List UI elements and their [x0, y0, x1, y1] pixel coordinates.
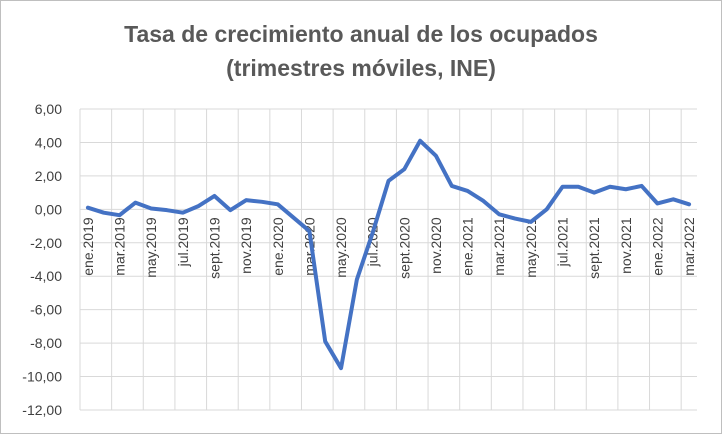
- x-tick-label: mar.2021: [491, 217, 507, 276]
- x-tick-label: ene.2022: [649, 217, 665, 276]
- x-tick-label: sept.2019: [206, 217, 222, 279]
- x-tick-label: sept.2020: [396, 217, 412, 279]
- x-tick-label: mar.2019: [112, 217, 128, 276]
- x-tick-label: nov.2020: [428, 217, 444, 274]
- y-tick-label: -12,00: [22, 402, 62, 418]
- x-tick-label: nov.2021: [618, 217, 634, 274]
- x-tick-label: may.2020: [333, 217, 349, 278]
- x-tick-label: nov.2019: [238, 217, 254, 274]
- y-tick-label: 2,00: [35, 168, 62, 184]
- y-tick-label: -10,00: [22, 369, 62, 385]
- y-tick-label: -2,00: [30, 235, 62, 251]
- chart-title: Tasa de crecimiento anual de los ocupado…: [124, 21, 598, 47]
- x-tick-label: may.2019: [143, 217, 159, 278]
- y-tick-label: -6,00: [30, 302, 62, 318]
- y-tick-label: -4,00: [30, 268, 62, 284]
- y-tick-label: 0,00: [35, 201, 62, 217]
- x-tick-label: jul.2019: [175, 217, 191, 267]
- x-tick-label: mar.2022: [681, 217, 697, 276]
- x-tick-label: ene.2020: [270, 217, 286, 276]
- x-tick-label: ene.2021: [460, 217, 476, 276]
- x-tick-label: ene.2019: [80, 217, 96, 276]
- x-tick-label: may.2021: [523, 217, 539, 278]
- chart-title: (trimestres móviles, INE): [226, 55, 496, 81]
- y-tick-label: 4,00: [35, 134, 62, 150]
- data-line: [85, 138, 692, 371]
- y-tick-label: 6,00: [35, 101, 62, 117]
- x-tick-label: jul.2021: [555, 217, 571, 267]
- x-tick-label: sept.2021: [586, 217, 602, 279]
- y-tick-label: -8,00: [30, 335, 62, 351]
- x-tick-label: jul.2020: [365, 217, 381, 267]
